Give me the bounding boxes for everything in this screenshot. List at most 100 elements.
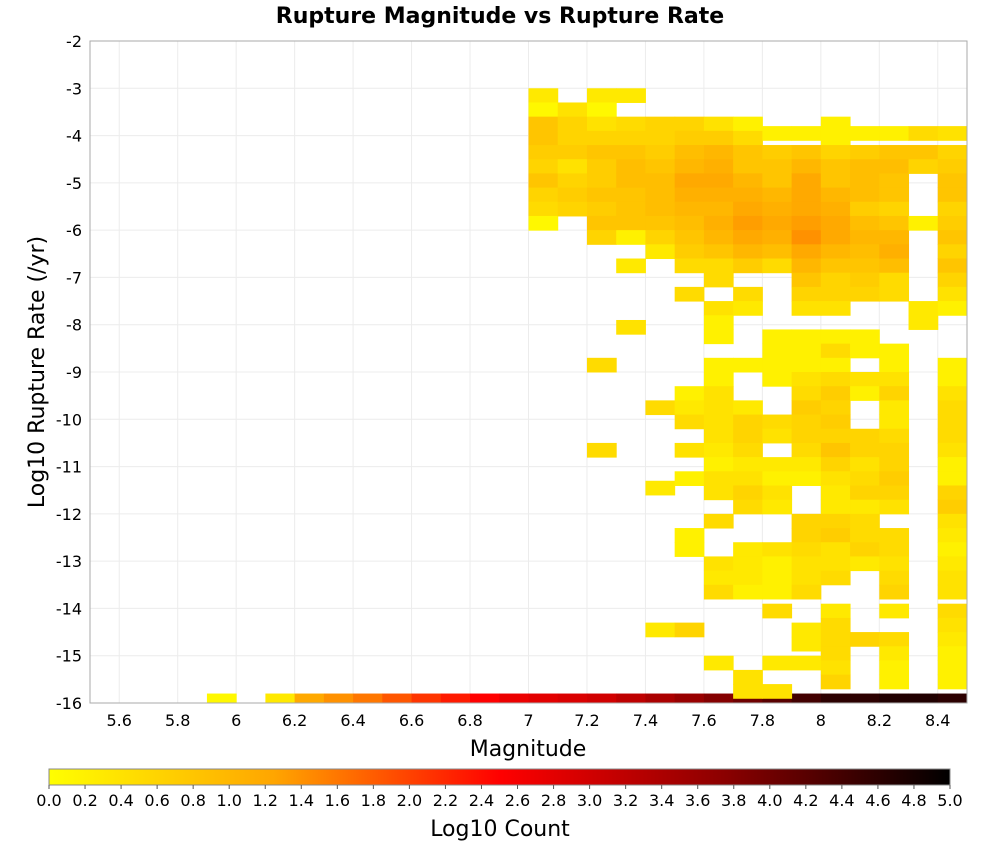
heatmap-cell (703, 272, 734, 288)
colorbar-tick-label: 0.2 (72, 791, 97, 810)
heatmap-cell (820, 646, 851, 661)
heatmap-cell (937, 513, 968, 529)
heatmap-cell (937, 258, 968, 274)
heatmap-cell (820, 159, 851, 174)
heatmap-cell (645, 480, 676, 496)
colorbar-tick-label: 0.4 (108, 791, 133, 810)
heatmap-cell (645, 187, 676, 203)
heatmap-cell (674, 230, 705, 245)
y-tick-label: -11 (56, 458, 82, 477)
heatmap-cell (703, 244, 734, 260)
heatmap-cell (674, 693, 705, 704)
heatmap-cell (937, 357, 968, 373)
heatmap-cell (586, 130, 617, 146)
y-tick-label: -7 (66, 268, 82, 287)
heatmap-cell (937, 159, 968, 174)
heatmap-cell (820, 357, 851, 373)
heatmap-cell (937, 674, 968, 690)
heatmap-cell (879, 584, 910, 600)
x-tick-label: 7 (523, 711, 533, 730)
heatmap-cell (645, 159, 676, 174)
heatmap-cell (674, 201, 705, 217)
heatmap-cell (528, 159, 559, 174)
heatmap-cell (762, 230, 793, 245)
heatmap-cell (616, 230, 646, 245)
y-tick-label: -13 (56, 552, 82, 571)
colorbar-tick-label: 4.8 (901, 791, 926, 810)
heatmap-cell (820, 286, 851, 302)
heatmap-cell (850, 286, 880, 302)
heatmap-cell (879, 215, 910, 231)
heatmap-cell (440, 693, 471, 704)
heatmap-cell (937, 603, 968, 619)
heatmap-cell (762, 414, 793, 430)
heatmap-cell (791, 187, 822, 203)
colorbar-label: Log10 Count (430, 817, 570, 842)
heatmap-cell (323, 693, 354, 704)
heatmap-cell (937, 372, 968, 387)
heatmap-cell (616, 159, 646, 174)
heatmap-cell (908, 159, 939, 174)
heatmap-cell (937, 428, 968, 444)
heatmap-cell (616, 215, 646, 231)
heatmap-cell (908, 126, 939, 141)
y-tick-label: -10 (56, 410, 82, 429)
colorbar-tick-label: 5.0 (937, 791, 962, 810)
heatmap-cell (791, 584, 822, 600)
y-tick-labels: -2 -3 -4 -5 -6 -7 -8 -9 -10 -11 -12 -13 -14 -15 -16 (56, 32, 82, 713)
heatmap-cell (820, 556, 851, 572)
colorbar-tick-label: 1.8 (361, 791, 386, 810)
heatmap-cell (879, 457, 910, 472)
heatmap-cell (879, 471, 910, 486)
heatmap-cell (616, 319, 646, 335)
heatmap-cell (850, 126, 880, 141)
heatmap-cell (850, 187, 880, 203)
heatmap-cell (557, 693, 588, 704)
heatmap-cell (703, 315, 734, 330)
heatmap-cell (908, 315, 939, 330)
heatmap-cell (528, 88, 559, 103)
heatmap-cell (820, 386, 851, 401)
heatmap-cell (937, 301, 968, 316)
heatmap-cell (762, 357, 793, 373)
heatmap-cell (762, 145, 793, 160)
colorbar-tick-label: 1.4 (289, 791, 314, 810)
heatmap-cell (850, 528, 880, 543)
heatmap-cell (937, 215, 968, 231)
heatmap-cell (820, 513, 851, 529)
heatmap-cell (937, 646, 968, 661)
heatmap-cell (674, 286, 705, 302)
x-tick-label: 7.2 (574, 711, 599, 730)
heatmap-cell (762, 244, 793, 260)
heatmap-cell (937, 145, 968, 160)
heatmap-cell (879, 372, 910, 387)
x-tick-label: 8.4 (925, 711, 950, 730)
heatmap-cell (820, 617, 851, 633)
heatmap-cell (557, 130, 588, 146)
heatmap-cell (557, 145, 588, 160)
y-tick-label: -16 (56, 694, 82, 713)
y-tick-label: -6 (66, 221, 82, 240)
heatmap-cell (820, 400, 851, 416)
heatmap-cell (850, 485, 880, 501)
heatmap-cell (674, 215, 705, 231)
heatmap-cell (791, 471, 822, 486)
heatmap-cell (616, 145, 646, 160)
heatmap-cell (528, 187, 559, 203)
heatmap-cell (762, 201, 793, 217)
heatmap-cell (528, 201, 559, 217)
heatmap-cell (820, 528, 851, 543)
y-tick-label: -15 (56, 647, 82, 666)
heatmap-cell (879, 660, 910, 676)
heatmap-cell (762, 372, 793, 387)
heatmap-cell (850, 159, 880, 174)
heatmap-cell (791, 258, 822, 274)
heatmap-cell (499, 693, 529, 704)
heatmap-cell (762, 485, 793, 501)
heatmap-cell (820, 660, 851, 676)
heatmap-cell (586, 201, 617, 217)
colorbar-tick-label: 3.6 (685, 791, 710, 810)
heatmap-cell (791, 622, 822, 638)
heatmap-cell (820, 603, 851, 619)
y-tick-label: -5 (66, 174, 82, 193)
